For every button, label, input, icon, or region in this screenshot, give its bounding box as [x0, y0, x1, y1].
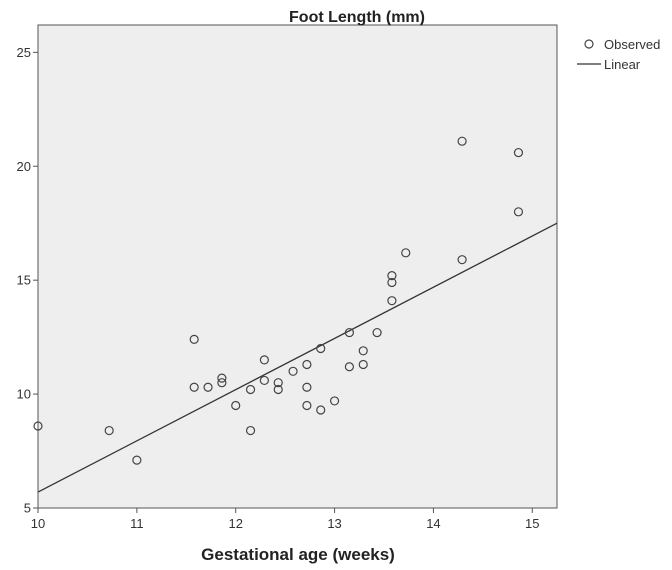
legend-linear-label: Linear [604, 57, 641, 72]
x-tick-label: 13 [327, 516, 341, 531]
observed-point [33, 421, 43, 431]
observed-point [273, 378, 283, 388]
observed-point [344, 327, 354, 338]
legend-observed-marker [584, 39, 594, 49]
observed-point [387, 296, 397, 306]
y-tick-label: 5 [24, 501, 31, 516]
observed-point [387, 271, 397, 281]
observed-point [457, 136, 467, 146]
legend-observed-label: Observed [604, 37, 660, 52]
observed-point [288, 366, 298, 376]
observed-point [259, 375, 269, 386]
observed-point [231, 400, 241, 411]
observed-point [401, 248, 411, 258]
observed-point [513, 207, 524, 217]
observed-point [344, 362, 354, 372]
observed-point [358, 346, 368, 356]
x-axis: 10 11 12 13 14 15 [31, 508, 540, 531]
x-axis-label: Gestational age (weeks) [201, 545, 395, 564]
x-tick-label: 15 [525, 516, 539, 531]
plot-area [37, 24, 558, 509]
observed-point [513, 147, 524, 158]
series-layer [33, 136, 558, 493]
y-tick-label: 25 [17, 45, 31, 60]
legend: Observed Linear [577, 37, 660, 72]
observed-point [302, 382, 312, 392]
observed-point [189, 382, 199, 392]
observed-point [387, 277, 397, 288]
observed-point [316, 343, 326, 354]
observed-point [358, 359, 368, 370]
observed-point [457, 255, 467, 265]
observed-point [245, 425, 256, 436]
observed-point [316, 405, 326, 415]
y-tick-label: 10 [17, 387, 31, 402]
y-tick-label: 15 [17, 273, 31, 288]
x-tick-label: 14 [426, 516, 440, 531]
observed-point [217, 373, 227, 383]
observed-point [203, 382, 213, 392]
observed-point [104, 425, 114, 436]
observed-point [329, 396, 340, 406]
observed-point [259, 355, 269, 365]
observed-point [273, 384, 283, 395]
y-axis: 5 10 15 20 25 [17, 45, 38, 516]
x-tick-label: 11 [130, 516, 144, 531]
x-tick-label: 10 [31, 516, 45, 531]
observed-point [302, 400, 312, 411]
observed-point [302, 359, 312, 370]
observed-point [245, 384, 256, 395]
observed-point [217, 378, 227, 388]
observed-point [189, 334, 199, 345]
linear-fit-line [37, 222, 558, 493]
observed-point [132, 455, 142, 465]
y-tick-label: 20 [17, 159, 31, 174]
x-tick-label: 12 [228, 516, 242, 531]
chart-title: Foot Length (mm) [289, 9, 425, 26]
observed-point [372, 327, 382, 338]
